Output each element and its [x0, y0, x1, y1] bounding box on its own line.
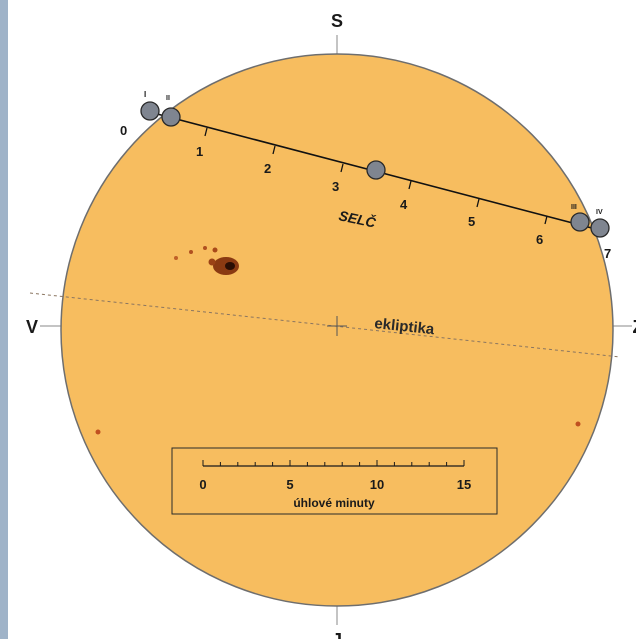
path-tick [408, 180, 412, 190]
sunspot [203, 246, 207, 250]
scale-tick-label-0: 0 [199, 477, 206, 492]
planet-disk-contact-2 [161, 107, 181, 127]
path-tick [544, 215, 548, 225]
scale-tick-label-15: 15 [457, 477, 471, 492]
path-tick [204, 127, 208, 137]
path-tick-label-5: 5 [468, 214, 475, 229]
path-tick-label-0: 0 [120, 123, 127, 138]
sunspot [189, 250, 193, 254]
sunspot [575, 421, 581, 427]
path-tick [272, 145, 276, 155]
planet-disk-midpoint [366, 160, 386, 180]
sunspot-group [95, 246, 581, 435]
scale-unit-label: úhlové minuty [293, 496, 375, 510]
path-tick-label-2: 2 [264, 161, 271, 176]
path-tick [340, 163, 344, 173]
compass-east-label: V [26, 317, 38, 337]
contact-label-3: III [571, 204, 577, 211]
contact-label-2: II [166, 95, 170, 102]
compass-west-label: Z [633, 317, 636, 337]
scale-tick-label-5: 5 [286, 477, 293, 492]
path-tick-label-4: 4 [400, 197, 408, 212]
window-edge-strip [0, 0, 8, 639]
ecliptic-label: ekliptika [374, 315, 436, 338]
path-ticks [204, 127, 548, 225]
planet-positions [140, 101, 610, 238]
compass-north-label: S [331, 11, 343, 31]
planet-disk-contact-3 [570, 212, 590, 232]
path-tick [476, 198, 480, 208]
scale-tick-label-10: 10 [370, 477, 384, 492]
contact-label-4: IV [596, 209, 603, 216]
sunspot [225, 262, 235, 270]
scale-bar-frame [171, 447, 498, 515]
planet-disk-contact-4 [590, 218, 610, 238]
path-tick-label-1: 1 [196, 144, 203, 159]
compass-south-label: J [332, 630, 342, 639]
scale-bar: 0 5 10 15 úhlové minuty [171, 447, 498, 515]
path-tick-label-7: 7 [604, 246, 611, 261]
scale-bar-ticks [202, 460, 465, 466]
sunspot [212, 247, 218, 253]
sunspot [95, 429, 101, 435]
ecliptic-line [29, 292, 621, 358]
path-tick-label-6: 6 [536, 232, 543, 247]
contact-label-1: I [144, 90, 146, 99]
sunspot [174, 256, 178, 260]
path-tick-label-3: 3 [332, 179, 339, 194]
sunspot [208, 258, 216, 266]
planet-disk-contact-1 [140, 101, 160, 121]
